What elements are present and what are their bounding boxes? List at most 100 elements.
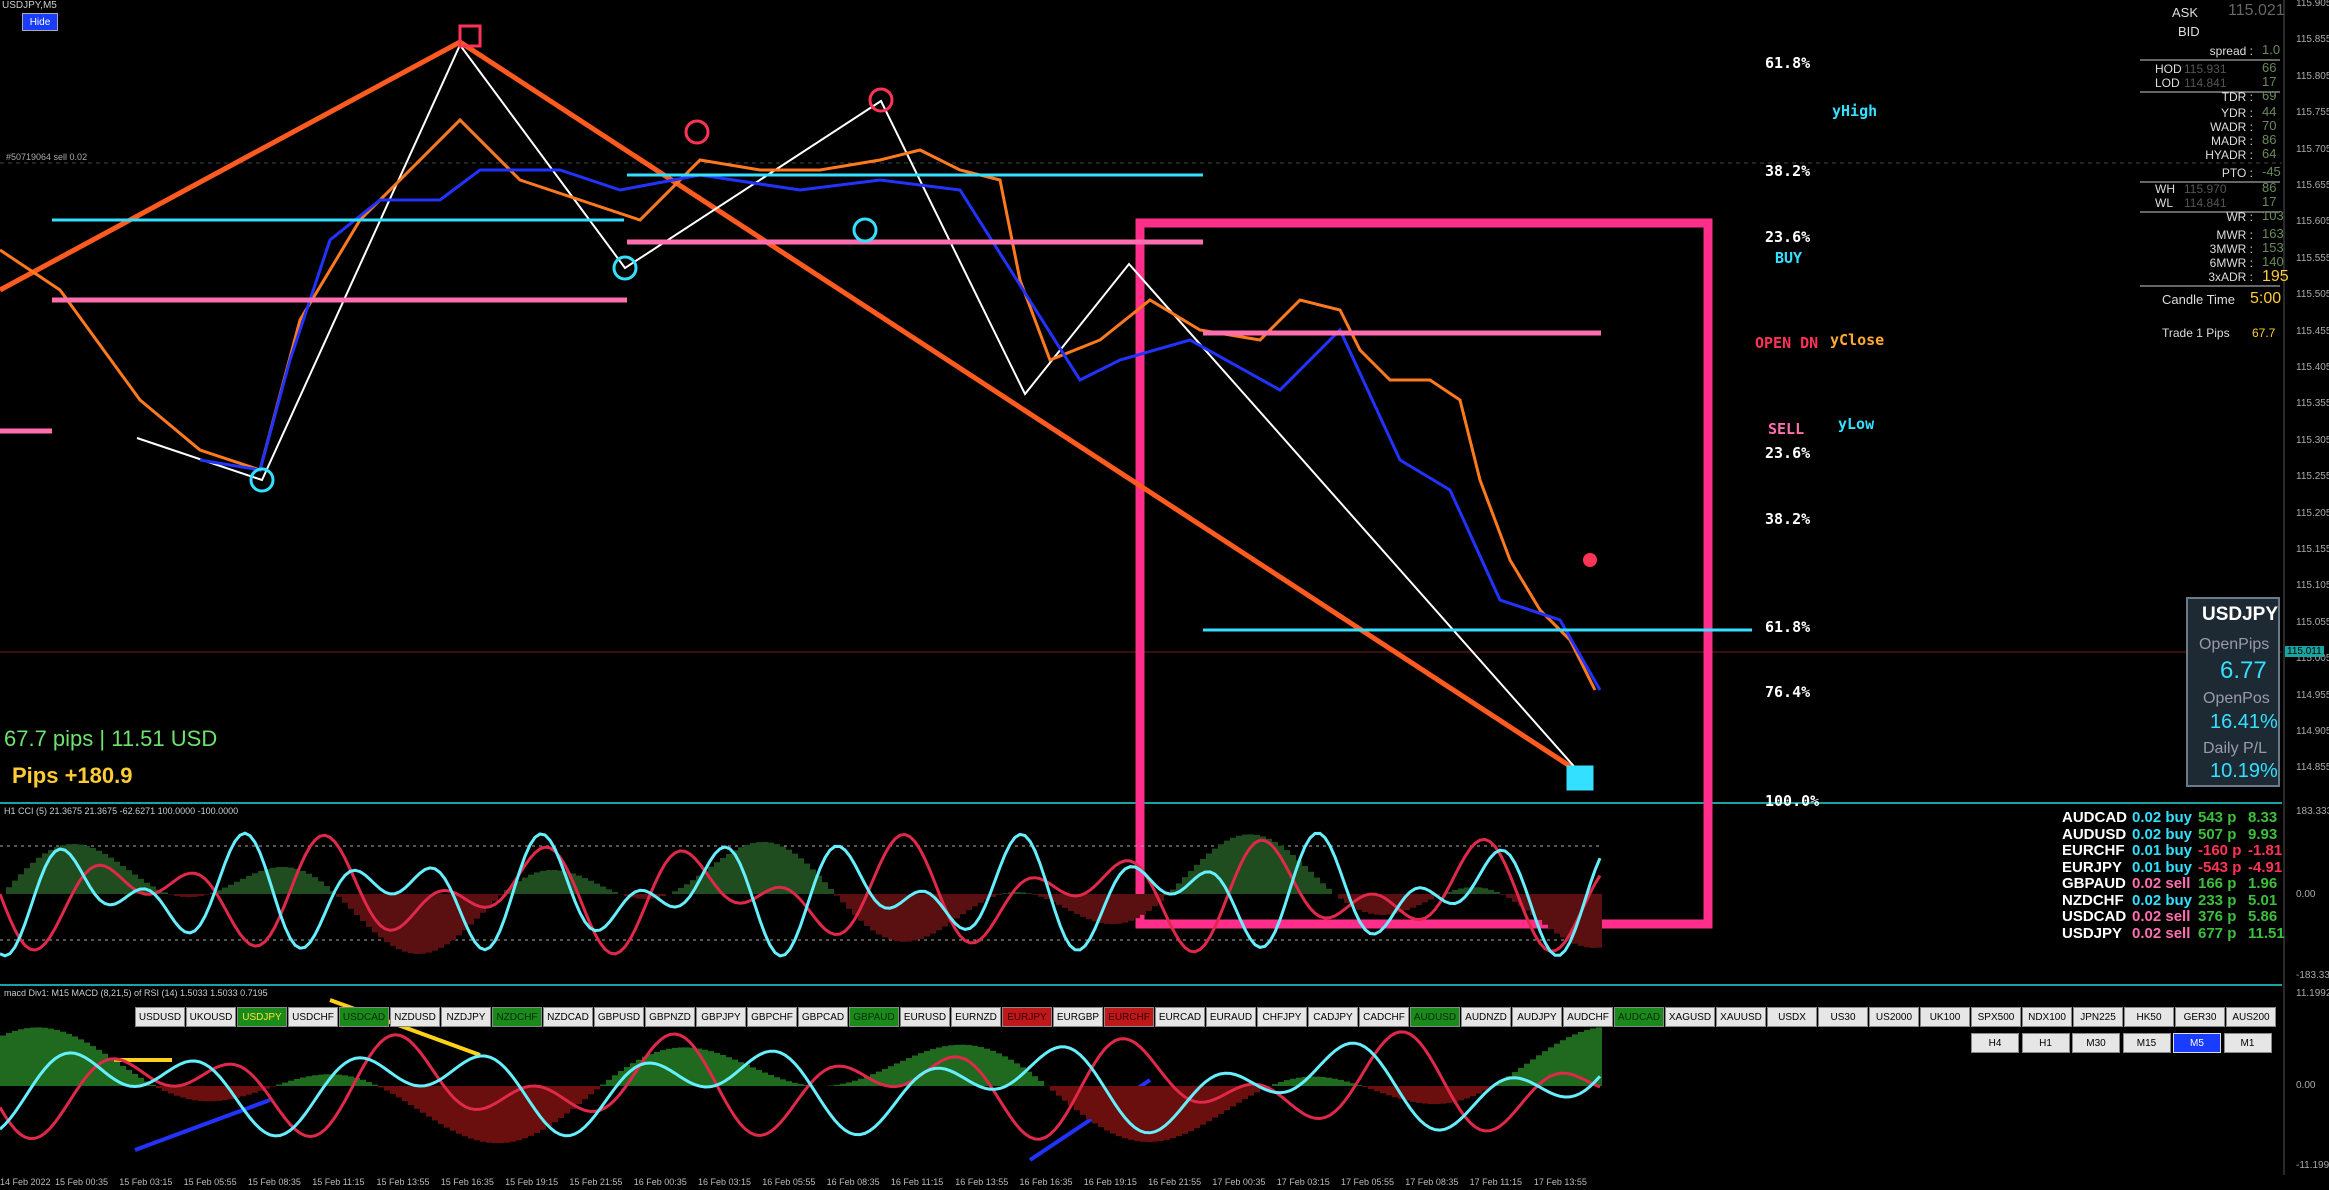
- symbol-button[interactable]: XAUUSD: [1716, 1007, 1766, 1027]
- histogram: [264, 1086, 270, 1089]
- symbol-button[interactable]: UK100: [1920, 1007, 1970, 1027]
- histogram: [1146, 894, 1152, 911]
- histogram: [900, 1060, 906, 1086]
- symbol-button[interactable]: AUS200: [2226, 1007, 2276, 1027]
- symbol-button[interactable]: AUDNZD: [1461, 1007, 1511, 1027]
- histogram: [204, 894, 210, 895]
- timeframe-button[interactable]: H1: [2021, 1033, 2070, 1053]
- price-axis-label: 115.405: [2296, 362, 2329, 373]
- info-label: Trade 1 Pips: [2162, 326, 2230, 340]
- symbol-button[interactable]: SPX500: [1971, 1007, 2021, 1027]
- histogram: [516, 881, 522, 894]
- histogram: [1344, 894, 1350, 904]
- info-detail: 114.841: [2184, 196, 2227, 210]
- histogram: [606, 889, 612, 894]
- histogram: [378, 1086, 384, 1088]
- histogram: [1524, 1063, 1530, 1086]
- time-axis-label: 16 Feb 13:55: [955, 1177, 1009, 1187]
- symbol-button[interactable]: USDX: [1767, 1007, 1817, 1027]
- symbol-button[interactable]: NZDCAD: [543, 1007, 593, 1027]
- pips-summary: 67.7 pips | 11.51 USD: [4, 726, 218, 751]
- symbol-button[interactable]: US2000: [1869, 1007, 1919, 1027]
- histogram: [234, 881, 240, 894]
- time-axis-label: 15 Feb 13:55: [376, 1177, 430, 1187]
- symbol-button[interactable]: NDX100: [2022, 1007, 2072, 1027]
- price-axis-label: 115.855: [2296, 34, 2329, 46]
- histogram: [1332, 1078, 1338, 1086]
- symbol-button[interactable]: USDCAD: [339, 1007, 389, 1027]
- symbol-button[interactable]: JPN225: [2073, 1007, 2123, 1027]
- time-axis-label: 17 Feb 00:35: [1212, 1177, 1266, 1187]
- symbol-button[interactable]: UKOUSD: [186, 1007, 236, 1027]
- symbol-button[interactable]: EURCHF: [1104, 1007, 1154, 1027]
- symbol-button[interactable]: HK50: [2124, 1007, 2174, 1027]
- histogram: [1020, 1067, 1026, 1086]
- symbol-button[interactable]: GER30: [2175, 1007, 2225, 1027]
- histogram: [960, 1044, 966, 1086]
- info-value: 115.021: [2228, 2, 2285, 19]
- histogram: [966, 1045, 972, 1086]
- timeframe-button[interactable]: M1: [2223, 1033, 2272, 1053]
- symbol-button[interactable]: USDJPY: [237, 1007, 287, 1027]
- symbol-button[interactable]: AUDCHF: [1563, 1007, 1613, 1027]
- symbol-button[interactable]: EURJPY: [1002, 1007, 1052, 1027]
- symbol-button[interactable]: XAGUSD: [1665, 1007, 1715, 1027]
- histogram: [852, 1080, 858, 1086]
- time-axis-label: 15 Feb 21:55: [569, 1177, 623, 1187]
- timeframe-button[interactable]: M30: [2072, 1033, 2120, 1053]
- symbol-button[interactable]: EURCAD: [1155, 1007, 1205, 1027]
- histogram: [318, 1074, 324, 1086]
- histogram: [1290, 855, 1296, 894]
- histogram: [72, 1036, 78, 1086]
- time-axis-label: 15 Feb 00:35: [55, 1177, 109, 1187]
- timeframe-button[interactable]: M5: [2173, 1033, 2221, 1053]
- histogram: [1356, 1085, 1362, 1086]
- histogram: [18, 874, 24, 894]
- symbol-button[interactable]: AUDUSD: [1410, 1007, 1460, 1027]
- histogram: [948, 894, 954, 923]
- histogram: [24, 868, 30, 894]
- timeframe-button[interactable]: H4: [1971, 1033, 2019, 1053]
- symbol-button[interactable]: EURUSD: [900, 1007, 950, 1027]
- histogram: [408, 894, 414, 954]
- symbol-button[interactable]: CADJPY: [1308, 1007, 1358, 1027]
- symbol-button[interactable]: USDCHF: [288, 1007, 338, 1027]
- histogram: [1506, 1076, 1512, 1086]
- symbol-button[interactable]: CHFJPY: [1257, 1007, 1307, 1027]
- symbol-button[interactable]: CADCHF: [1359, 1007, 1409, 1027]
- symbol-button[interactable]: EURGBP: [1053, 1007, 1103, 1027]
- histogram: [1386, 1086, 1392, 1096]
- histogram: [1272, 1084, 1278, 1086]
- time-axis-label: 16 Feb 21:55: [1148, 1177, 1202, 1187]
- position-cell: NZDCHF: [2062, 891, 2124, 909]
- symbol-button[interactable]: AUDJPY: [1512, 1007, 1562, 1027]
- hide-button[interactable]: Hide: [22, 13, 58, 31]
- symbol-button[interactable]: NZDCHF: [492, 1007, 542, 1027]
- histogram: [972, 894, 978, 907]
- symbol-button[interactable]: EURAUD: [1206, 1007, 1256, 1027]
- symbol-button[interactable]: USDUSD: [135, 1007, 185, 1027]
- time-axis-label: 16 Feb 11:15: [890, 1177, 944, 1187]
- symbol-button[interactable]: GBPAUD: [849, 1007, 899, 1027]
- histogram: [60, 1031, 66, 1086]
- symbol-button[interactable]: GBPNZD: [645, 1007, 695, 1027]
- symbol-button[interactable]: GBPJPY: [696, 1007, 746, 1027]
- histogram: [1038, 894, 1044, 897]
- histogram: [1380, 894, 1386, 915]
- symbol-button[interactable]: US30: [1818, 1007, 1868, 1027]
- position-cell: 8.33: [2248, 809, 2278, 826]
- histogram: [1374, 894, 1380, 915]
- price-axis-label: 114.855: [2296, 762, 2329, 774]
- symbol-button[interactable]: NZDJPY: [441, 1007, 491, 1027]
- symbol-button[interactable]: NZDUSD: [390, 1007, 440, 1027]
- histogram: [192, 894, 198, 897]
- histogram: [1248, 834, 1254, 894]
- symbol-button[interactable]: AUDCAD: [1614, 1007, 1664, 1027]
- histogram: [216, 1086, 222, 1101]
- symbol-button[interactable]: GBPCAD: [798, 1007, 848, 1027]
- symbol-button[interactable]: GBPCHF: [747, 1007, 797, 1027]
- symbol-button[interactable]: EURNZD: [951, 1007, 1001, 1027]
- box-value: 16.41%: [2210, 711, 2278, 733]
- symbol-button[interactable]: GBPUSD: [594, 1007, 644, 1027]
- timeframe-button[interactable]: M15: [2122, 1033, 2171, 1053]
